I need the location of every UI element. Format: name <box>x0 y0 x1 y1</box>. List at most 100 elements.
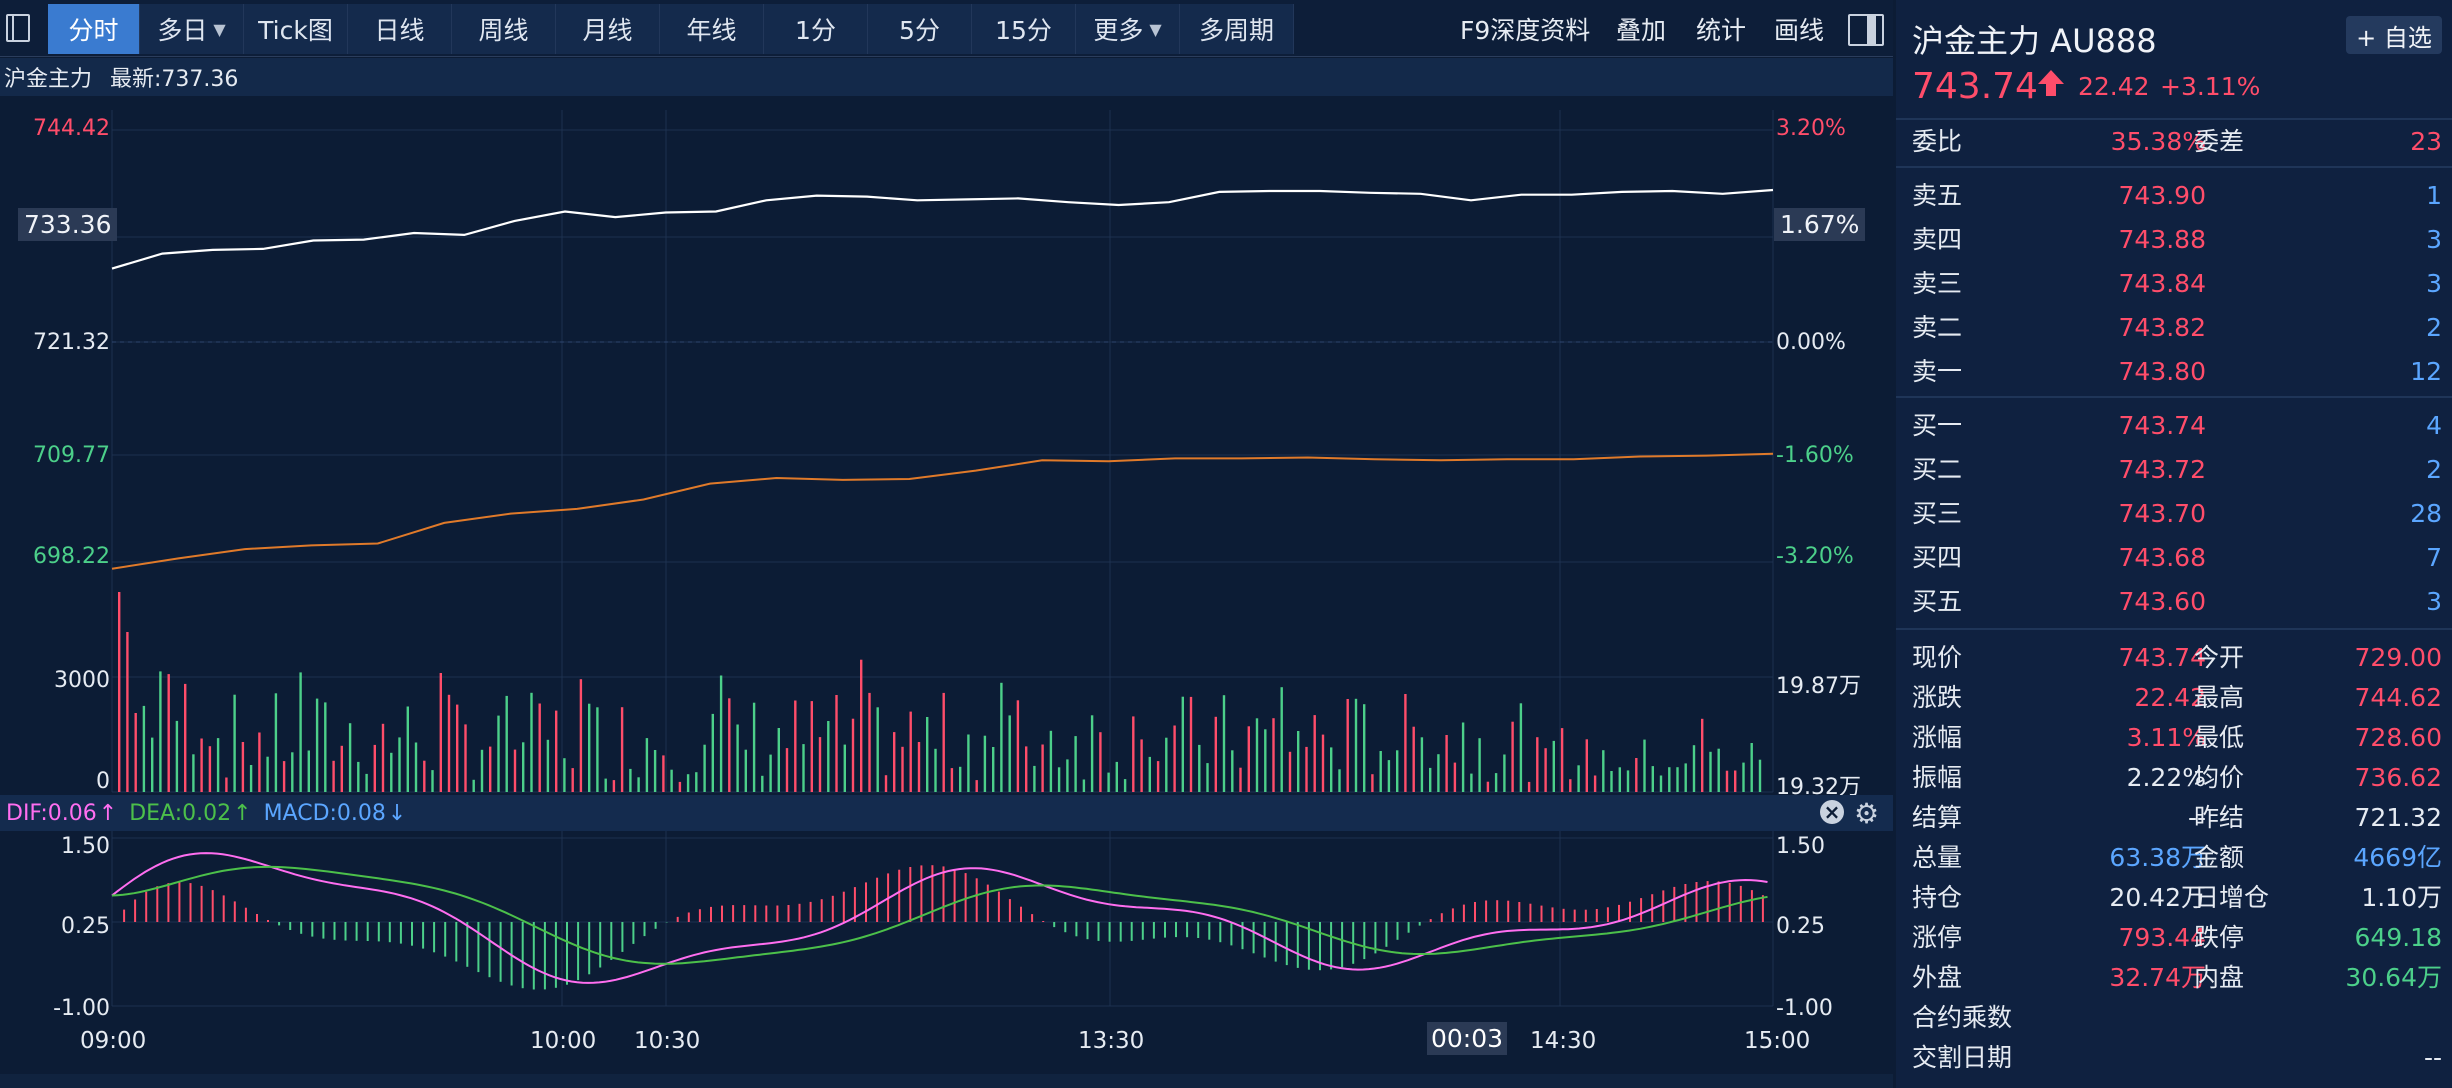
volume-bar <box>1222 695 1226 792</box>
volume-bar <box>1239 767 1242 792</box>
stat-label: 现价 <box>1912 643 1963 672</box>
volume-bar <box>678 781 682 792</box>
tab-9[interactable]: 15分 <box>972 4 1076 54</box>
volume-bar <box>1676 767 1679 792</box>
macd-bar <box>831 895 834 922</box>
macd-bar <box>156 886 159 922</box>
tab-11[interactable]: 多周期 <box>1180 4 1294 54</box>
stats-button[interactable]: 统计 <box>1696 16 1747 45</box>
volume-bar <box>967 734 970 792</box>
macd-bar <box>1141 922 1144 940</box>
tab-6[interactable]: 年线 <box>660 4 764 54</box>
bid-row: 买二 743.72 2 <box>1912 448 2442 492</box>
stat-value: 728.60 <box>2354 723 2442 752</box>
volume-bar <box>315 698 319 792</box>
price-change-pct: +3.11% <box>2160 72 2261 101</box>
volume-bar <box>291 752 294 792</box>
macd-bar <box>1474 902 1476 922</box>
volume-bar <box>827 721 830 792</box>
macd-bar <box>754 905 757 922</box>
ask-volume: 3 <box>2426 225 2442 254</box>
macd-bar <box>1662 890 1665 922</box>
volume-bar <box>835 695 838 792</box>
macd-bar <box>1075 922 1078 937</box>
tab-3[interactable]: 日线 <box>348 4 452 54</box>
volume-bar <box>1140 739 1143 792</box>
volume-bar <box>1354 698 1358 792</box>
volume-bar <box>1412 726 1415 792</box>
macd-bar <box>200 885 203 922</box>
tab-10[interactable]: 更多 ▼ <box>1076 4 1180 54</box>
volume-bar <box>555 710 558 792</box>
volume-bar <box>1305 746 1308 792</box>
macd-bar <box>1197 922 1200 938</box>
volume-bar <box>1709 751 1712 792</box>
volume-bar <box>1429 767 1432 792</box>
tab-0[interactable]: 分时 <box>48 4 140 54</box>
volume-bar <box>513 749 517 792</box>
average-price-line <box>111 452 1774 570</box>
volume-bar <box>992 747 995 792</box>
macd-bar <box>1618 904 1620 922</box>
bid-price: 743.68 <box>2118 543 2206 572</box>
stat-row: 交割日期 -- <box>1912 1036 2442 1080</box>
volume-bar <box>431 770 434 792</box>
tab-1[interactable]: 多日 ▼ <box>140 4 244 54</box>
volume-bar <box>546 739 550 792</box>
intraday-chart[interactable] <box>0 96 1893 1088</box>
f9-button[interactable]: F9深度资料 <box>1460 16 1591 45</box>
tab-4[interactable]: 周线 <box>452 4 556 54</box>
time-label-0900: 09:00 <box>80 1028 147 1054</box>
macd-bar <box>1750 890 1753 922</box>
volume-bar <box>249 765 253 792</box>
stat-value: -- <box>2187 803 2206 832</box>
macd-bar <box>134 899 137 922</box>
overlay-button[interactable]: 叠加 <box>1616 16 1667 45</box>
volume-bar <box>1635 758 1638 792</box>
stat-row: 外盘 32.74万 内盘 30.64万 <box>1912 956 2442 1000</box>
tab-7[interactable]: 1分 <box>764 4 868 54</box>
stat-value: 1.10万 <box>2361 883 2442 912</box>
panel-toggle-icon[interactable] <box>1848 14 1884 46</box>
volume-bar <box>942 692 945 792</box>
time-label-1330: 13:30 <box>1078 1028 1145 1054</box>
stat-value: 3.11% <box>2126 723 2206 752</box>
draw-button[interactable]: 画线 <box>1774 16 1825 45</box>
macd-bar <box>865 882 867 922</box>
stat-value: 4669亿 <box>2353 843 2442 872</box>
volume-bar <box>670 769 673 792</box>
macd-bar <box>765 905 768 922</box>
macd-bar <box>1374 922 1377 954</box>
volume-bar <box>1725 770 1729 792</box>
volume-bar <box>1214 716 1217 792</box>
tab-5[interactable]: 月线 <box>556 4 660 54</box>
stat-row: 涨停 793.44 跌停 649.18 <box>1912 916 2442 960</box>
volume-bar <box>950 768 954 792</box>
macd-bar <box>543 922 546 990</box>
macd-bar <box>444 922 447 957</box>
indicator-tabs[interactable] <box>0 1074 1893 1088</box>
macd-bar <box>1529 903 1532 922</box>
volume-bar <box>134 713 137 792</box>
macd-bar <box>1551 907 1554 922</box>
gear-icon[interactable]: ⚙ <box>1854 797 1880 830</box>
volume-bar <box>398 737 401 792</box>
macd-bar <box>233 901 236 922</box>
tab-2[interactable]: Tick图 <box>244 4 348 54</box>
volume-bar <box>381 723 385 792</box>
sidebar-toggle-icon[interactable] <box>6 14 30 42</box>
macd-bar <box>1008 899 1011 922</box>
tab-8[interactable]: 5分 <box>868 4 972 54</box>
close-indicator-icon[interactable]: × <box>1820 800 1844 824</box>
volume-bar <box>975 780 978 792</box>
vol-label-top: 3000 <box>54 668 110 693</box>
macd-bar <box>1319 922 1321 971</box>
bid-volume: 3 <box>2426 587 2442 616</box>
ask-label: 卖二 <box>1912 313 1963 342</box>
stat-label: 跌停 <box>2194 923 2245 952</box>
volume-bar <box>686 774 690 792</box>
add-watchlist-button[interactable]: + 自选 <box>2346 16 2442 54</box>
volume-bar <box>390 752 393 792</box>
macd-bar <box>566 922 568 985</box>
volume-bar <box>1494 773 1498 792</box>
